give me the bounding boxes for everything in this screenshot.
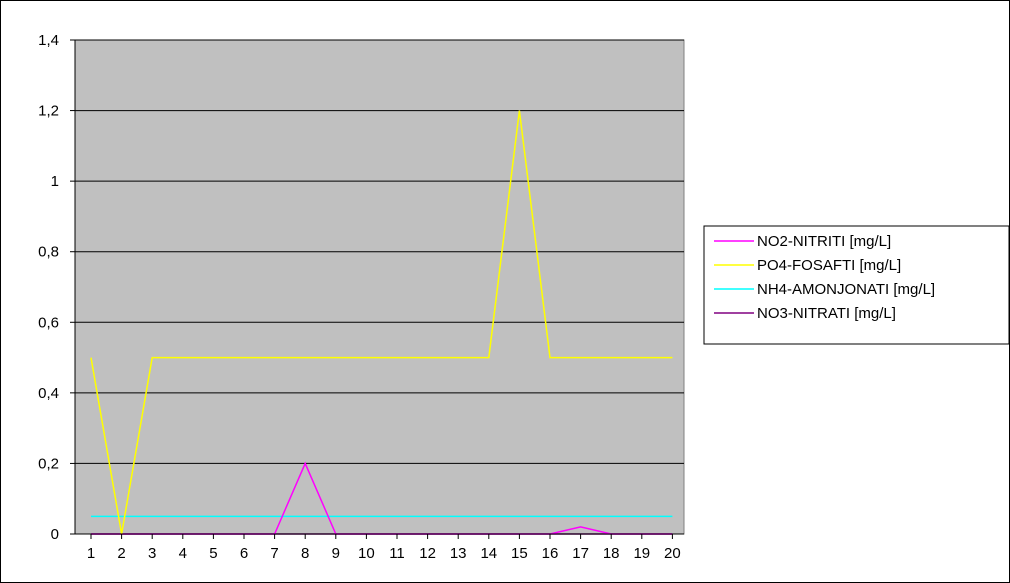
legend-label: NH4-AMONJONATI [mg/L] [757, 281, 935, 298]
x-tick-label: 8 [301, 545, 309, 562]
y-tick-label: 1 [51, 173, 59, 190]
plot-area [74, 39, 685, 535]
series-line-po4 [90, 110, 673, 535]
x-tick-label: 16 [542, 545, 559, 562]
y-tick-label: 1,2 [38, 103, 59, 120]
y-tick-label: 0,4 [38, 385, 59, 402]
y-tick-label: 0,2 [38, 455, 59, 472]
legend-box [703, 225, 1010, 345]
y-tick-label: 0 [51, 526, 59, 543]
x-tick-label: 3 [148, 545, 156, 562]
x-tick-label: 6 [240, 545, 248, 562]
y-tick-label: 1,4 [38, 32, 59, 49]
x-tick-label: 13 [450, 545, 467, 562]
legend-label: NO3-NITRATI [mg/L] [757, 305, 896, 322]
y-tick-label: 0,8 [38, 244, 59, 261]
x-tick-label: 10 [358, 545, 375, 562]
legend-label: NO2-NITRITI [mg/L] [757, 233, 891, 250]
legend-label: PO4-FOSAFTI [mg/L] [757, 257, 901, 274]
x-tick-label: 17 [572, 545, 589, 562]
y-tick-label: 0,6 [38, 314, 59, 331]
legend: NO2-NITRITI [mg/L] PO4-FOSAFTI [mg/L] NH4-… [703, 225, 1010, 345]
x-tick-label: 2 [117, 545, 125, 562]
x-tick-label: 20 [664, 545, 681, 562]
x-tick-label: 19 [633, 545, 650, 562]
x-tick-label: 9 [332, 545, 340, 562]
x-tick-label: 7 [270, 545, 278, 562]
x-tick-label: 15 [511, 545, 528, 562]
y-axis-ticks: 0 0,2 0,4 0,6 0,8 1 1,2 1,4 [38, 32, 75, 543]
x-tick-label: 11 [389, 545, 405, 562]
x-tick-label: 14 [480, 545, 497, 562]
x-tick-label: 4 [179, 545, 187, 562]
x-tick-label: 18 [603, 545, 620, 562]
x-tick-label: 12 [419, 545, 436, 562]
gridlines [75, 39, 684, 464]
x-axis-ticks: 1 2 3 4 5 6 7 8 9 10 11 12 13 14 15 16 17 18 19 20 [87, 534, 681, 562]
x-tick-label: 1 [87, 545, 95, 562]
x-tick-label: 5 [209, 545, 217, 562]
